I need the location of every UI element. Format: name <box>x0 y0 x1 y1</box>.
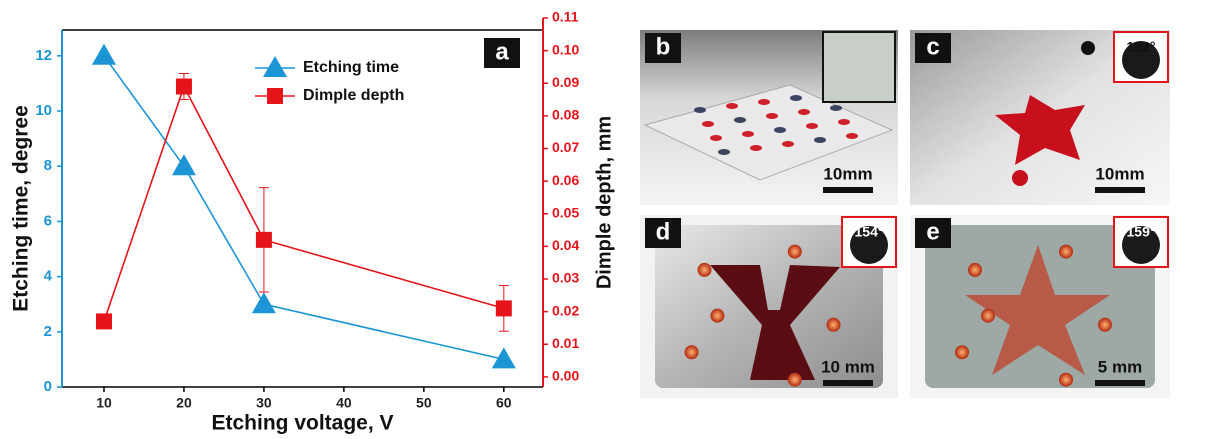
scale-bar-label: 10 mm <box>821 357 875 376</box>
dimple <box>846 133 858 139</box>
droplet <box>1059 373 1073 387</box>
y-tick-label: 2 <box>44 323 52 340</box>
dimple <box>742 131 754 137</box>
scale-bar-label: 10mm <box>823 164 872 183</box>
panel-label: a <box>495 38 509 65</box>
droplet <box>955 345 969 359</box>
y2-tick-label: 0.08 <box>552 107 579 123</box>
panel-label: c <box>926 33 939 60</box>
dimple <box>726 103 738 109</box>
panel-label: b <box>656 33 671 60</box>
scale-bar <box>1095 187 1145 193</box>
dimple <box>710 135 722 141</box>
scale-bar <box>1095 380 1145 386</box>
y2-tick-label: 0.07 <box>552 139 579 155</box>
y-tick-label: 12 <box>35 47 52 64</box>
legend-label: Etching time <box>303 59 399 76</box>
data-point <box>172 154 196 175</box>
dimple <box>718 149 730 155</box>
dimple <box>838 119 850 125</box>
figure: 10 20 30 40 50 60 0 2 4 6 8 10 12 0.00 0.01 0.02 0.03 0.0… <box>0 0 1221 439</box>
droplet <box>1012 170 1028 186</box>
y-tick-label: 4 <box>44 268 53 285</box>
contact-angle: 154° <box>855 224 884 240</box>
dimple <box>766 113 778 119</box>
y2-tick-label: 0.09 <box>552 74 579 90</box>
y-tick-label: 10 <box>35 102 52 119</box>
series-line <box>104 87 504 322</box>
dimple <box>750 145 762 151</box>
y2-tick-label: 0.10 <box>552 41 579 57</box>
data-point <box>96 313 112 329</box>
dimple <box>734 117 746 123</box>
droplet <box>788 245 802 259</box>
droplet <box>710 309 724 323</box>
dimple <box>758 99 770 105</box>
y2-tick-label: 0.01 <box>552 335 579 351</box>
droplet <box>1081 41 1095 55</box>
y-tick-label: 0 <box>44 378 52 395</box>
data-point <box>92 44 116 65</box>
x-tick-label: 10 <box>96 395 112 411</box>
dimple <box>814 137 826 143</box>
legend-marker <box>267 88 283 104</box>
y-tick-label: 8 <box>44 157 52 174</box>
y2-tick-label: 0.11 <box>552 9 579 25</box>
droplet <box>827 318 841 332</box>
droplet <box>968 263 982 277</box>
x-tick-label: 30 <box>256 395 272 411</box>
droplet <box>698 263 712 277</box>
droplet <box>685 345 699 359</box>
y-axis-title: Etching time, degree <box>10 105 33 312</box>
scale-bar <box>823 187 873 193</box>
panel-label: d <box>656 218 671 245</box>
contact-angle: 162° <box>1127 39 1156 55</box>
dimple <box>830 105 842 111</box>
contact-angle: 159° <box>1127 224 1156 240</box>
photo-panel: b 10mm <box>640 30 898 205</box>
dimple <box>774 127 786 133</box>
x-tick-label: 20 <box>176 395 192 411</box>
y2-tick-label: 0.05 <box>552 204 579 220</box>
x-tick-label: 40 <box>336 395 352 411</box>
dimple <box>806 123 818 129</box>
legend-marker <box>263 56 287 77</box>
data-point <box>256 232 272 248</box>
x-tick-label: 60 <box>496 395 512 411</box>
page: {"chart_data": {"type": "line", "panel_l… <box>0 0 1221 439</box>
droplet <box>1059 245 1073 259</box>
scale-bar-label: 10mm <box>1095 164 1144 183</box>
inset <box>823 32 895 102</box>
data-point <box>252 292 276 313</box>
data-point <box>176 79 192 95</box>
scale-bar <box>823 380 873 386</box>
dimple <box>790 95 802 101</box>
dimple <box>798 109 810 115</box>
legend-label: Dimple depth <box>303 87 404 104</box>
y2-axis-title: Dimple depth, mm <box>593 116 615 289</box>
y2-tick-label: 0.02 <box>552 302 579 318</box>
droplet <box>788 373 802 387</box>
dimple <box>702 121 714 127</box>
data-point <box>496 300 512 316</box>
y2-tick-label: 0.00 <box>552 368 579 384</box>
droplet <box>1098 318 1112 332</box>
y2-tick-label: 0.03 <box>552 270 579 286</box>
dimple <box>782 141 794 147</box>
y-tick-label: 6 <box>44 212 52 229</box>
photo-panel: d 10 mm 154° <box>640 215 898 398</box>
dimple <box>694 107 706 113</box>
y2-tick-label: 0.04 <box>552 237 579 253</box>
y2-tick-label: 0.06 <box>552 172 579 188</box>
x-tick-label: 50 <box>416 395 432 411</box>
x-axis-title: Etching voltage, V <box>211 412 393 435</box>
panel-label: e <box>926 218 939 245</box>
photo-panel: c 10mm 162° <box>910 30 1170 205</box>
droplet <box>981 309 995 323</box>
photo-panel: e 5 mm 159° <box>910 215 1170 398</box>
scale-bar-label: 5 mm <box>1098 357 1142 376</box>
